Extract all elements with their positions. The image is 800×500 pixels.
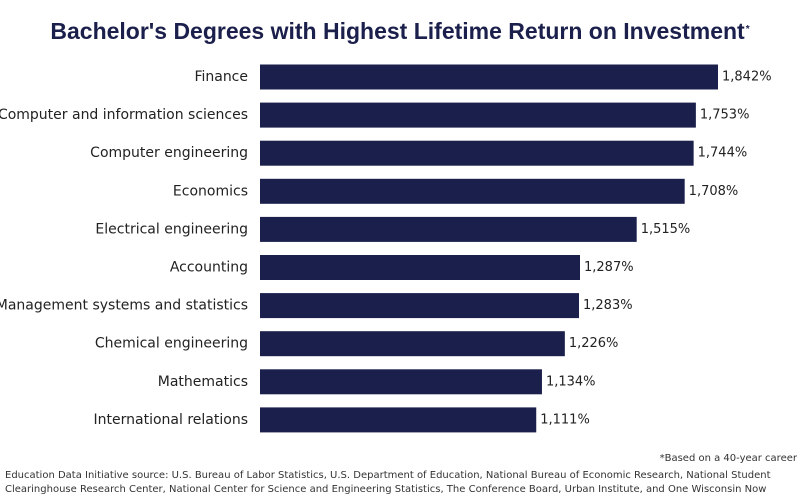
chart-title-marker: * <box>745 24 750 35</box>
category-label: Chemical engineering <box>95 336 248 352</box>
bar <box>260 369 542 395</box>
chart-title: Bachelor's Degrees with Highest Lifetime… <box>0 18 800 45</box>
bar <box>260 331 565 357</box>
bar <box>260 216 637 242</box>
category-label: Mathematics <box>158 374 248 390</box>
value-label: 1,226% <box>569 336 619 351</box>
category-label: Computer and information sciences <box>0 107 248 123</box>
category-label: Accounting <box>170 260 248 276</box>
value-label: 1,283% <box>583 298 633 313</box>
source-note: Education Data Initiative source: U.S. B… <box>5 470 771 495</box>
bar-chart: Finance 1,842% Computer and information sc… <box>0 64 772 433</box>
bar <box>260 102 696 128</box>
value-label: 1,708% <box>689 184 739 199</box>
chart-title-text: Bachelor's Degrees with Highest Lifetime… <box>50 18 745 44</box>
bar <box>260 407 537 433</box>
value-label: 1,744% <box>698 146 748 161</box>
value-label: 1,111% <box>540 412 590 427</box>
value-label: 1,134% <box>546 374 596 389</box>
value-label: 1,753% <box>700 108 750 123</box>
value-label: 1,842% <box>722 70 772 85</box>
footnote: *Based on a 40-year career <box>659 453 797 464</box>
category-label: Management systems and statistics <box>0 298 248 314</box>
bar <box>260 255 581 280</box>
value-label: 1,515% <box>641 222 691 237</box>
value-label: 1,287% <box>584 260 634 275</box>
category-label: Economics <box>173 183 248 199</box>
category-label: International relations <box>94 412 248 428</box>
bar <box>260 140 694 166</box>
bar <box>260 178 685 204</box>
bar <box>260 293 580 319</box>
category-label: Finance <box>194 69 248 85</box>
category-label: Electrical engineering <box>95 221 248 237</box>
bar <box>260 64 718 90</box>
category-label: Computer engineering <box>90 145 248 161</box>
